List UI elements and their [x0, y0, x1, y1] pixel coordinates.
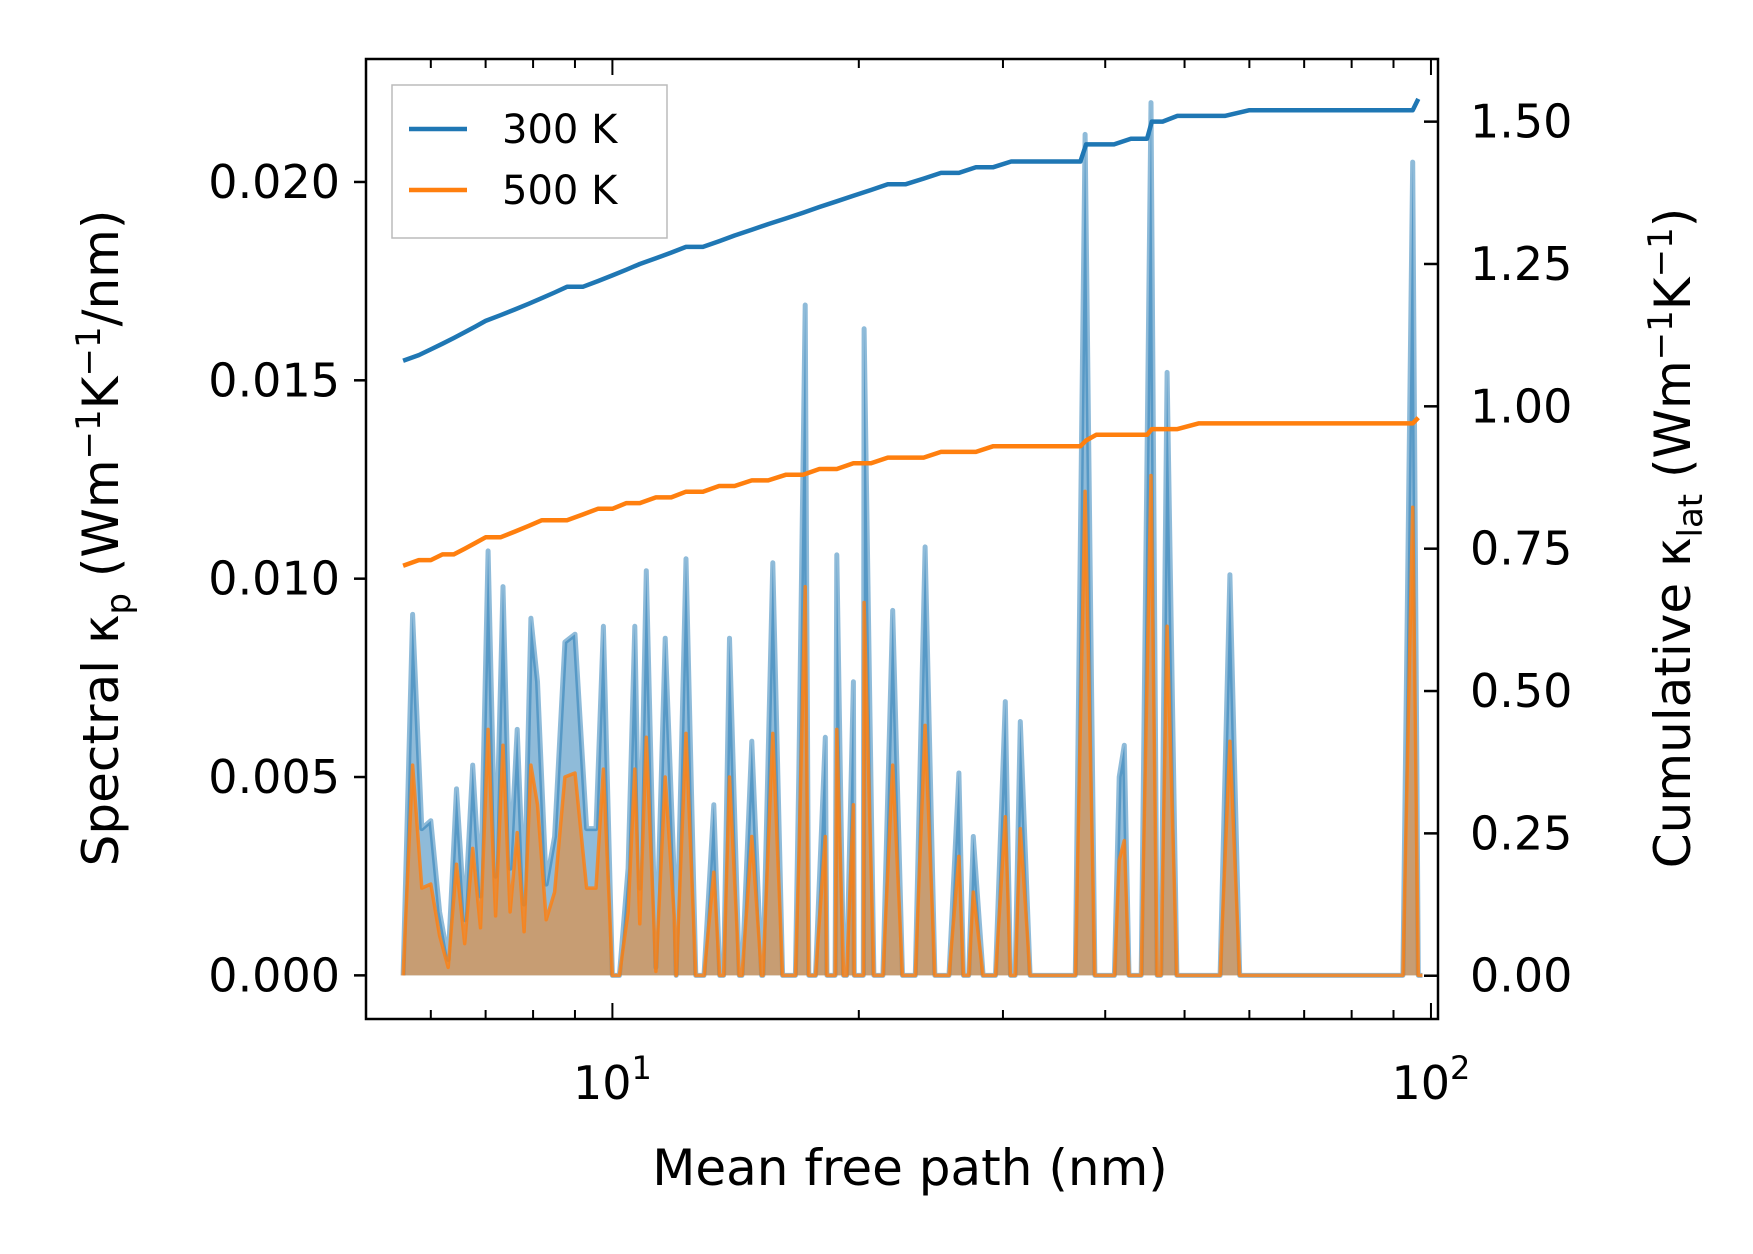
right-y-tick-label: 0.75 [1470, 522, 1572, 576]
cumulative-line-500k [402, 416, 1420, 568]
x-tick-label: 102 [1392, 1049, 1471, 1110]
left-y-tick-label: 0.005 [208, 750, 340, 804]
right-y-tick-label: 0.50 [1470, 664, 1572, 718]
left-y-tick-label: 0.000 [208, 948, 340, 1002]
left-y-tick-label: 0.015 [208, 353, 340, 407]
legend-box [391, 84, 668, 239]
plot-area [400, 97, 1423, 978]
left-y-axis-title: Spectral κp (Wm−1K−1/nm) [69, 210, 139, 867]
cumulative-line-300k [402, 97, 1421, 363]
left-y-tick-label: 0.020 [208, 155, 340, 209]
x-tick-label: 101 [573, 1049, 652, 1110]
right-y-tick-label: 0.25 [1470, 806, 1572, 860]
legend: 300 K 500 K [391, 84, 668, 239]
right-y-tick-label: 1.00 [1470, 379, 1572, 433]
right-y-tick-label: 1.50 [1470, 95, 1572, 149]
right-y-tick-label: 0.00 [1470, 949, 1572, 1003]
right-y-tick-label: 1.25 [1470, 237, 1572, 291]
x-axis-title: Mean free path (nm) [652, 1139, 1168, 1197]
right-y-axis-title: Cumulative κlat (Wm−1K−1) [1641, 208, 1711, 868]
legend-label-500k: 500 K [502, 168, 619, 214]
axes: 0.000 0.005 0.010 0.015 0.020 0.00 0.25 0.50 0.7… [208, 57, 1572, 1110]
legend-label-300k: 300 K [502, 107, 619, 153]
spectral-line-500k [401, 473, 1423, 978]
spectral-area-500k [403, 475, 1423, 976]
plot-frame [364, 57, 1440, 1021]
left-y-tick-label: 0.010 [208, 552, 340, 606]
